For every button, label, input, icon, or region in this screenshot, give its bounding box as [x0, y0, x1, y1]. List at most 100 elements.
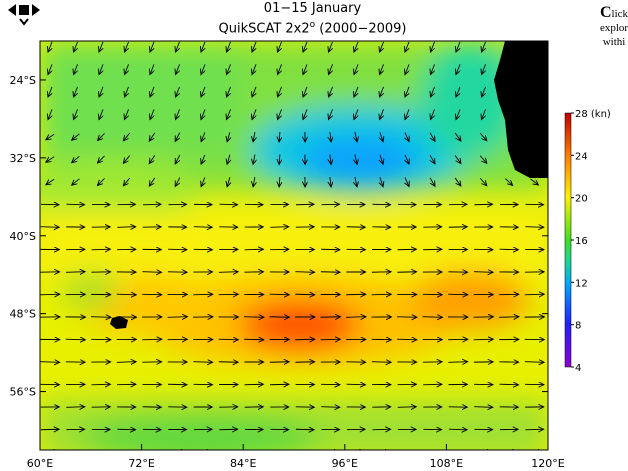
wind-arrow: [46, 156, 55, 163]
wind-arrow: [448, 294, 468, 295]
wind-arrow: [397, 272, 416, 273]
wind-arrow: [379, 86, 383, 97]
wind-arrow: [277, 64, 281, 74]
triangle-left-icon[interactable]: [8, 4, 16, 16]
y-tick-label: 48°S: [10, 308, 36, 321]
wind-arrow: [321, 249, 340, 250]
wind-arrow: [97, 155, 105, 163]
x-tick-label: 84°E: [230, 457, 256, 470]
wind-arrow: [244, 407, 264, 408]
wind-arrow: [201, 41, 205, 52]
wind-arrow: [167, 317, 188, 318]
wind-vectors: [40, 41, 544, 453]
wind-arrow: [277, 41, 281, 52]
wind-arrow: [40, 362, 59, 363]
x-tick-label: 96°E: [332, 457, 358, 470]
wind-arrow: [448, 362, 467, 363]
wind-arrow: [175, 109, 179, 119]
square-icon[interactable]: [19, 5, 29, 15]
island: [110, 316, 128, 329]
wind-arrow: [405, 41, 409, 52]
wind-arrow: [73, 41, 77, 52]
wind-arrow: [481, 64, 485, 74]
wind-arrow: [218, 272, 238, 273]
wind-arrow: [456, 64, 460, 74]
wind-arrow: [277, 86, 281, 97]
wind-arrow: [142, 339, 162, 340]
wind-arrow: [499, 249, 519, 250]
wind-arrow: [244, 249, 264, 250]
wind-arrow: [175, 86, 179, 97]
wind-arrow: [330, 154, 331, 165]
wind-arrow: [355, 154, 357, 165]
wind-arrow: [175, 177, 181, 187]
wind-arrow: [295, 362, 314, 363]
chevron-down-icon[interactable]: [19, 18, 29, 26]
wind-arrow: [295, 272, 314, 273]
wind-arrow: [48, 109, 52, 119]
wind-arrow: [116, 294, 137, 295]
wind-arrow: [142, 407, 162, 408]
wind-arrow: [48, 86, 52, 97]
wind-arrow: [405, 86, 409, 97]
wind-arrow: [142, 204, 161, 205]
wind-arrow: [252, 41, 256, 52]
wind-arrow: [73, 86, 77, 97]
wind-arrow: [279, 176, 280, 187]
wind-arrow: [116, 362, 136, 363]
wind-arrow: [303, 109, 307, 119]
wind-arrow: [65, 272, 85, 273]
wind-arrow: [481, 41, 485, 52]
triangle-right-icon[interactable]: [32, 4, 40, 16]
colorbar: 28 (kn) 24 20 16 12 8 4: [564, 109, 611, 374]
x-tick-label: 72°E: [128, 457, 154, 470]
wind-arrow: [269, 294, 290, 295]
wind-arrow: [201, 154, 205, 164]
wind-arrow: [72, 133, 80, 140]
wind-arrow: [149, 155, 156, 163]
wind-arrow: [430, 109, 434, 119]
wind-arrow: [193, 294, 213, 295]
wind-arrow: [500, 452, 518, 453]
wind-arrow: [330, 131, 331, 142]
colorbar-tick-label: 28 (kn): [575, 109, 611, 120]
wind-arrow: [150, 109, 154, 119]
wind-arrow: [454, 132, 461, 141]
wind-arrow: [479, 132, 487, 141]
wind-arrow: [124, 109, 128, 119]
wind-arrow: [346, 317, 366, 318]
wind-arrow: [123, 177, 130, 186]
wind-arrow: [454, 177, 461, 186]
wind-arrow: [193, 362, 212, 363]
wind-arrow: [303, 86, 307, 97]
wind-arrow: [168, 384, 187, 385]
wind-arrow: [123, 155, 130, 164]
wind-arrow: [193, 227, 212, 228]
wind-arrow: [429, 154, 435, 164]
colorbar-tick-label: 16: [575, 236, 588, 247]
wind-arrow: [91, 317, 111, 318]
wind-arrow: [328, 109, 332, 119]
wind-arrow: [91, 249, 111, 250]
wind-arrow: [379, 64, 383, 74]
wind-arrow: [149, 132, 156, 141]
wind-arrow: [525, 429, 543, 430]
wind-arrow: [371, 362, 391, 363]
wind-arrow: [354, 86, 358, 97]
wind-arrow: [303, 41, 307, 52]
wind-arrow: [168, 249, 187, 250]
wind-arrow: [530, 178, 539, 185]
wind-arrow: [330, 176, 331, 187]
wind-arrow: [227, 132, 230, 142]
x-tick-label: 108°E: [430, 457, 463, 470]
wind-arrow: [99, 86, 103, 97]
wind-arrow: [354, 64, 358, 74]
wind-arrow: [123, 132, 130, 141]
wind-arrow: [226, 109, 230, 119]
wind-arrow: [150, 64, 154, 74]
wind-arrow: [201, 64, 205, 74]
wind-arrow: [252, 86, 256, 97]
side-note[interactable]: Click explor withi: [599, 4, 628, 49]
colorbar-tick-label: 20: [575, 194, 588, 205]
